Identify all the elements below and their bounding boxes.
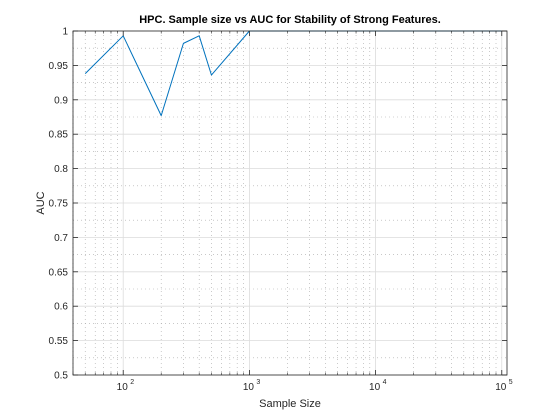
y-tick-label: 0.55 bbox=[49, 336, 69, 347]
x-tick-exponent: 3 bbox=[256, 379, 260, 386]
x-tick-label: 10 bbox=[117, 382, 129, 393]
y-tick-label: 0.75 bbox=[49, 199, 69, 210]
x-tick-exponent: 5 bbox=[509, 379, 513, 386]
x-tick-label: 10 bbox=[243, 382, 255, 393]
y-tick-label: 0.9 bbox=[54, 95, 68, 106]
x-tick-exponent: 4 bbox=[383, 379, 387, 386]
y-tick-label: 0.85 bbox=[49, 130, 69, 141]
x-axis-label: Sample Size bbox=[259, 398, 321, 410]
x-tick-labels: 10 2 10 3 10 4 10 5 bbox=[117, 379, 513, 393]
tick-marks bbox=[72, 30, 507, 376]
chart-title: HPC. Sample size vs AUC for Stability of… bbox=[139, 14, 441, 26]
x-tick-label: 10 bbox=[495, 382, 507, 393]
y-tick-label: 0.5 bbox=[54, 371, 68, 382]
y-tick-label: 0.8 bbox=[54, 164, 68, 175]
y-tick-label: 0.7 bbox=[54, 233, 68, 244]
y-tick-label: 1 bbox=[62, 27, 68, 38]
x-tick-label: 10 bbox=[369, 382, 381, 393]
y-axis-label: AUC bbox=[35, 191, 47, 214]
y-tick-label: 0.65 bbox=[49, 267, 69, 278]
x-tick-exponent: 2 bbox=[130, 379, 134, 386]
y-tick-label: 0.6 bbox=[54, 302, 68, 313]
y-tick-label: 0.95 bbox=[49, 61, 69, 72]
y-tick-labels: 0.5 0.55 0.6 0.65 0.7 0.75 0.8 0.85 0.9 0.95 1 bbox=[49, 27, 69, 382]
